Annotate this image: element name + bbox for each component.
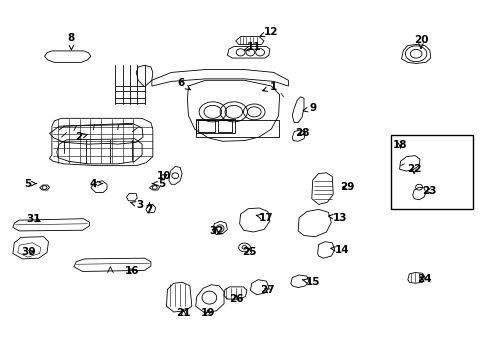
Text: 29: 29 <box>339 182 353 192</box>
Text: 18: 18 <box>392 140 407 150</box>
Text: 4: 4 <box>89 179 102 189</box>
Text: 31: 31 <box>26 214 41 224</box>
Text: 23: 23 <box>422 186 436 196</box>
Text: 1: 1 <box>262 82 277 92</box>
Text: 5: 5 <box>152 179 165 189</box>
Bar <box>195 119 234 134</box>
Text: 9: 9 <box>303 103 316 113</box>
Text: 8: 8 <box>68 33 75 50</box>
Text: 17: 17 <box>256 213 273 222</box>
Bar <box>198 121 215 132</box>
Text: 30: 30 <box>21 247 36 257</box>
Text: 13: 13 <box>328 213 346 222</box>
Text: 15: 15 <box>302 277 319 287</box>
Text: 20: 20 <box>413 35 427 48</box>
Text: 24: 24 <box>417 274 431 284</box>
Text: 14: 14 <box>330 245 348 255</box>
Text: 22: 22 <box>406 164 421 174</box>
Text: 19: 19 <box>201 309 215 318</box>
Text: 25: 25 <box>242 247 256 257</box>
Text: 6: 6 <box>177 78 190 90</box>
Text: 16: 16 <box>125 266 139 276</box>
Text: 12: 12 <box>260 27 278 37</box>
Text: 32: 32 <box>208 226 223 236</box>
Bar <box>195 120 278 137</box>
Text: 10: 10 <box>157 171 171 181</box>
Text: 7: 7 <box>145 203 153 216</box>
Text: 11: 11 <box>244 42 261 52</box>
Text: 3: 3 <box>130 200 143 210</box>
Bar <box>390 135 472 209</box>
Bar <box>217 121 232 132</box>
Text: 26: 26 <box>228 294 243 304</box>
Text: 28: 28 <box>294 129 308 138</box>
Text: 27: 27 <box>260 285 275 296</box>
Text: 21: 21 <box>176 309 190 318</box>
Text: 2: 2 <box>75 132 88 142</box>
Text: 5: 5 <box>24 179 37 189</box>
